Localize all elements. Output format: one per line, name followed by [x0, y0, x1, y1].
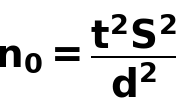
Text: $\mathbf{n_0 = \dfrac{t^2S^2}{d^2}}$: $\mathbf{n_0 = \dfrac{t^2S^2}{d^2}}$ [0, 12, 176, 100]
